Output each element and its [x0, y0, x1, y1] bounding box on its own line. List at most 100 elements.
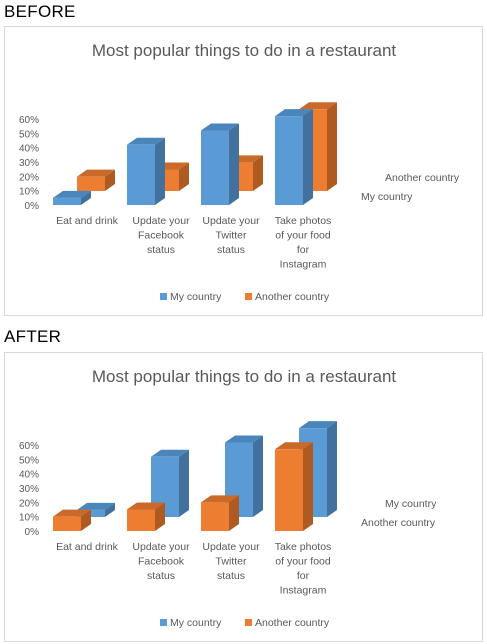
another-country-bar	[127, 509, 155, 531]
another-country-bar-top	[201, 495, 239, 503]
my-country-bar	[275, 116, 303, 205]
another-country-bar-side	[303, 442, 313, 531]
my-country-bar-top	[151, 449, 189, 457]
chart-title: Most popular things to do in a restauran…	[92, 41, 397, 60]
another-country-bar-side	[229, 495, 239, 531]
my-country-bar-top	[201, 123, 239, 131]
category-label-line: status	[147, 244, 175, 256]
another-country-bar-top	[275, 442, 313, 450]
category-label-line: Take photos	[275, 541, 332, 553]
depth-axis-label: My country	[385, 498, 437, 510]
category-label-line: Update your	[202, 541, 260, 553]
another-country-bar-top	[53, 509, 91, 517]
y-tick-label: 50%	[19, 129, 39, 140]
y-tick-label: 20%	[19, 498, 39, 509]
legend-label: Another country	[255, 291, 330, 303]
category-label-line: for	[297, 244, 310, 256]
y-tick-label: 20%	[19, 172, 39, 183]
legend-label: Another country	[255, 617, 330, 629]
category-label-line: Update your	[202, 215, 260, 227]
legend-label: My country	[170, 291, 222, 303]
category-label-line: Twitter	[216, 556, 247, 568]
my-country-bar-side	[179, 449, 189, 517]
my-country-bar	[127, 144, 155, 205]
category-label-line: status	[217, 570, 245, 582]
legend-label: My country	[170, 617, 222, 629]
y-tick-label: 40%	[19, 470, 39, 481]
category-label-line: Twitter	[216, 230, 247, 242]
another-country-bar-top	[127, 502, 165, 510]
another-country-bar-side	[81, 509, 91, 531]
category-label-line: status	[217, 244, 245, 256]
another-country-bar-side	[179, 162, 189, 191]
category-label-line: Eat and drink	[56, 215, 119, 227]
category-label-line: Facebook	[138, 230, 185, 242]
y-tick-label: 30%	[19, 484, 39, 495]
y-tick-label: 50%	[19, 455, 39, 466]
my-country-bar	[201, 130, 229, 205]
my-country-bar-top	[77, 502, 115, 510]
depth-axis-label: Another country	[385, 172, 460, 184]
category-label: Take photos of your food for Instagram	[275, 541, 332, 597]
after-heading: AFTER	[4, 327, 62, 346]
my-country-bar	[53, 197, 81, 205]
another-country-bar-side	[327, 102, 337, 191]
category-label: Update your Twitter status	[202, 541, 260, 582]
my-country-bar-top	[275, 109, 313, 117]
category-label: Update your Facebook status	[132, 541, 190, 582]
y-tick-label: 60%	[19, 115, 39, 126]
legend-swatch	[160, 293, 167, 300]
y-tick-label: 10%	[19, 513, 39, 524]
my-country-bar-side	[229, 123, 239, 205]
my-country-bar-side	[81, 190, 91, 205]
another-country-bar	[53, 516, 81, 531]
y-tick-label: 60%	[19, 441, 39, 452]
category-label-line: Take photos	[275, 215, 332, 227]
legend-swatch	[245, 619, 252, 626]
another-country-bar-side	[253, 155, 263, 191]
another-country-bar	[201, 502, 229, 531]
chart-title: Most popular things to do in a restauran…	[92, 367, 397, 386]
category-label-line: Update your	[132, 215, 190, 227]
category-label-line: Facebook	[138, 556, 185, 568]
legend-swatch	[245, 293, 252, 300]
legend-swatch	[160, 619, 167, 626]
y-tick-label: 10%	[19, 187, 39, 198]
category-label-line: of your food	[275, 230, 331, 242]
another-country-bar	[77, 176, 105, 191]
category-label-line: of your food	[275, 556, 331, 568]
my-country-bar-side	[253, 435, 263, 517]
y-tick-label: 30%	[19, 158, 39, 169]
my-country-bar-top	[53, 190, 91, 198]
category-label: Update your Facebook status	[132, 215, 190, 256]
my-country-bar-side	[155, 137, 165, 205]
before-chart: Most popular things to do in a restauran…	[4, 26, 483, 316]
another-country-bar-side	[105, 169, 115, 191]
another-country-bar-side	[155, 502, 165, 531]
before-heading: BEFORE	[4, 2, 76, 21]
another-country-bar-top	[299, 102, 337, 110]
category-label-line: Update your	[132, 541, 190, 553]
category-label-line: for	[297, 570, 310, 582]
category-label: Update your Twitter status	[202, 215, 260, 256]
my-country-bar-top	[299, 421, 337, 429]
category-label-line: status	[147, 570, 175, 582]
my-country-bar-side	[327, 421, 337, 517]
category-label-line: Instagram	[280, 585, 327, 597]
y-tick-label: 0%	[25, 201, 40, 212]
my-country-bar-top	[225, 435, 263, 443]
my-country-bar-side	[303, 109, 313, 205]
y-tick-label: 0%	[25, 527, 40, 538]
category-label: Take photos of your food for Instagram	[275, 215, 332, 271]
category-label-line: Eat and drink	[56, 541, 119, 553]
category-label: Eat and drink	[56, 541, 119, 553]
category-label-line: Instagram	[280, 259, 327, 271]
depth-axis-label: My country	[361, 191, 413, 203]
depth-axis-label: Another country	[361, 517, 436, 529]
y-tick-label: 40%	[19, 144, 39, 155]
my-country-bar-side	[105, 502, 115, 517]
another-country-bar	[275, 449, 303, 531]
after-chart-svg: Most popular things to do in a restauran…	[19, 367, 437, 629]
another-country-bar-top	[77, 169, 115, 177]
category-label: Eat and drink	[56, 215, 119, 227]
